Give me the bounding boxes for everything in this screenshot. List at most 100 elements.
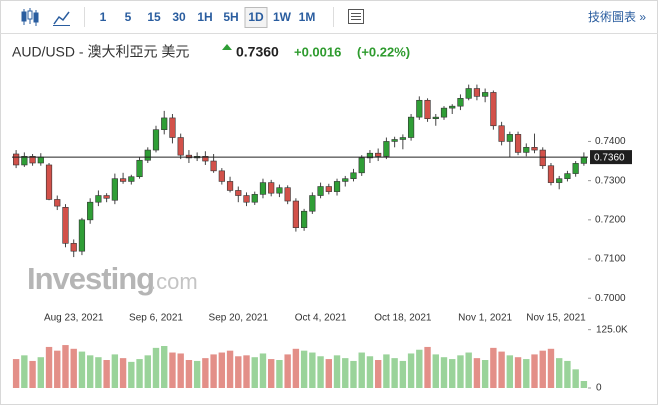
candle-body bbox=[309, 195, 316, 212]
volume-bar bbox=[350, 360, 357, 388]
volume-bar bbox=[440, 357, 448, 388]
line-icon[interactable] bbox=[53, 11, 70, 26]
y-tick-label: 0.7300 bbox=[595, 175, 626, 186]
interval-button[interactable]: 1W bbox=[273, 10, 292, 24]
volume-bar bbox=[407, 353, 415, 388]
volume-bar bbox=[119, 358, 127, 388]
volume-bar bbox=[333, 355, 341, 388]
last-price-box bbox=[590, 150, 632, 165]
volume-bar bbox=[161, 346, 168, 388]
volume-bar bbox=[95, 357, 102, 388]
watermark-brand: Investing bbox=[27, 261, 154, 296]
volume-bar bbox=[572, 369, 579, 388]
candle-body bbox=[383, 141, 390, 157]
candle-body bbox=[580, 156, 587, 164]
volume-bar bbox=[210, 354, 217, 388]
candle-body bbox=[128, 176, 135, 182]
candle-body bbox=[375, 152, 382, 157]
candle-body bbox=[226, 181, 234, 191]
candle-body bbox=[177, 137, 184, 156]
candle-body bbox=[202, 156, 209, 162]
table-icon[interactable] bbox=[348, 9, 364, 24]
candle-body bbox=[136, 159, 143, 178]
volume-bar bbox=[424, 346, 431, 388]
candle-body bbox=[482, 92, 489, 97]
technical-chart-link[interactable]: 技術圖表 » bbox=[588, 10, 646, 24]
volume-bar bbox=[226, 350, 234, 388]
interval-button[interactable]: 5 bbox=[125, 10, 132, 24]
x-tick-label: Sep 20, 2021 bbox=[209, 313, 269, 324]
candle-body bbox=[564, 173, 571, 179]
y-tick-label: 0.7100 bbox=[595, 254, 626, 265]
volume-bar bbox=[12, 359, 20, 388]
volume-bar bbox=[317, 356, 324, 388]
volume-bar bbox=[358, 352, 365, 388]
candle-body bbox=[95, 195, 102, 203]
interval-button[interactable]: 1H bbox=[197, 10, 212, 24]
interval-button[interactable]: 30 bbox=[172, 10, 186, 24]
candle-body bbox=[391, 139, 398, 142]
volume-bar bbox=[449, 359, 456, 388]
interval-button[interactable]: 5H bbox=[223, 10, 238, 24]
volume-bar bbox=[45, 346, 53, 388]
volume-bar bbox=[399, 360, 407, 388]
header-change-pct: (+0.22%) bbox=[357, 44, 410, 59]
y-tick-label: 0.7000 bbox=[595, 293, 626, 304]
candle-icon[interactable] bbox=[21, 8, 39, 26]
volume-bar bbox=[78, 351, 86, 388]
candle-body bbox=[70, 243, 77, 252]
candle-body bbox=[358, 157, 365, 174]
volume-bar bbox=[523, 359, 530, 388]
volume-bar bbox=[177, 353, 184, 388]
volume-bar bbox=[103, 360, 110, 388]
volume-bar bbox=[465, 352, 472, 388]
interval-button[interactable]: 1M bbox=[299, 10, 316, 24]
candle-body bbox=[523, 147, 530, 153]
volume-bar bbox=[292, 348, 300, 388]
candle-body bbox=[54, 199, 61, 207]
volume-bar bbox=[539, 350, 546, 388]
candle-body bbox=[572, 163, 579, 174]
candle-body bbox=[457, 98, 464, 107]
volume-bar bbox=[580, 381, 588, 388]
volume-bar bbox=[235, 356, 242, 388]
x-tick-label: Oct 18, 2021 bbox=[374, 313, 432, 324]
volume-bar bbox=[54, 350, 61, 388]
volume-bar bbox=[564, 360, 571, 388]
volume-bar bbox=[169, 352, 176, 388]
candle-body bbox=[556, 178, 563, 183]
candle-body bbox=[424, 99, 431, 120]
volume-bar bbox=[29, 360, 36, 388]
x-tick-label: Oct 4, 2021 bbox=[295, 313, 347, 324]
watermark-suffix: .com bbox=[150, 269, 198, 294]
volume-bar bbox=[325, 359, 332, 388]
volume-bar bbox=[498, 351, 505, 388]
candle-body bbox=[185, 154, 193, 159]
candle-body bbox=[161, 117, 168, 130]
volume-bar bbox=[481, 360, 489, 388]
volume-bar bbox=[366, 356, 374, 388]
up-arrow bbox=[222, 44, 232, 50]
candle-body bbox=[210, 160, 217, 172]
candle-body bbox=[21, 156, 28, 166]
candle-body bbox=[514, 134, 522, 153]
volume-bar bbox=[416, 349, 423, 388]
y-tick-label: 0.7200 bbox=[595, 214, 626, 225]
volume-bar bbox=[144, 355, 151, 388]
interval-button[interactable]: 1 bbox=[100, 10, 107, 24]
candle-body bbox=[152, 129, 160, 151]
volume-bar bbox=[514, 357, 522, 388]
candle-body bbox=[37, 156, 44, 164]
candle-body bbox=[292, 200, 299, 228]
candle-body bbox=[103, 195, 110, 199]
candle-body bbox=[276, 187, 283, 194]
candle-body bbox=[13, 153, 20, 166]
interval-button[interactable]: 15 bbox=[147, 10, 161, 24]
x-tick-label: Aug 23, 2021 bbox=[44, 313, 104, 324]
volume-bar bbox=[309, 352, 316, 388]
interval-button[interactable]: 1D bbox=[248, 10, 264, 24]
candle-body bbox=[169, 117, 176, 138]
candle-body bbox=[407, 116, 415, 138]
volume-bar bbox=[218, 352, 226, 388]
